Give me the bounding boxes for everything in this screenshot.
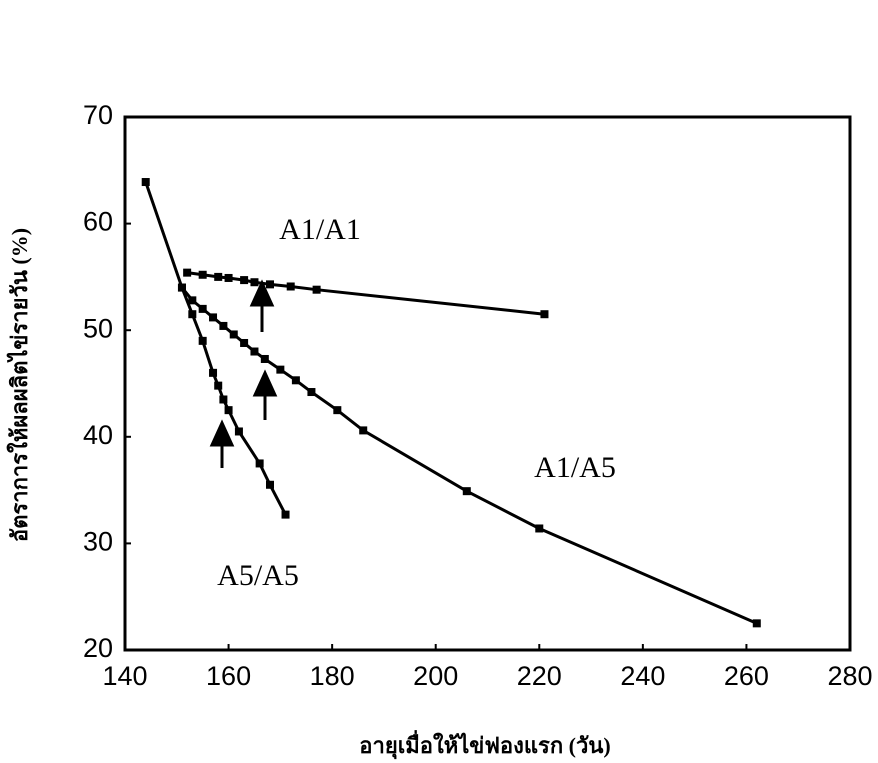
point [240, 276, 249, 285]
point [229, 330, 238, 339]
point [188, 296, 197, 305]
series-label: A1/A5 [534, 451, 616, 484]
x-axis-label: อายุเมื่อให้ไข่ฟองแรก (วัน) [359, 729, 610, 760]
plot-frame [123, 115, 852, 652]
x-tick-label: 260 [724, 661, 769, 691]
point [291, 376, 300, 385]
point [209, 313, 218, 322]
series-line [186, 271, 545, 316]
point [141, 178, 150, 187]
point [177, 283, 186, 292]
x-tick-label: 200 [413, 661, 458, 691]
point [752, 619, 761, 628]
y-tick-label: 20 [83, 633, 113, 663]
point [209, 368, 218, 377]
y-tick-label: 40 [83, 420, 113, 450]
point [214, 272, 223, 281]
point [188, 310, 197, 319]
y-tick-label: 50 [83, 313, 113, 343]
point [255, 459, 264, 468]
point [183, 268, 192, 277]
point [462, 487, 471, 496]
point [198, 270, 207, 279]
point [224, 406, 233, 415]
point [307, 388, 316, 397]
point [359, 426, 368, 435]
point [333, 406, 342, 415]
x-tick-label: 280 [827, 661, 872, 691]
point [260, 354, 269, 363]
point [240, 338, 249, 347]
point [224, 273, 233, 282]
y-tick-label: 60 [83, 207, 113, 237]
point [219, 395, 228, 404]
point [250, 347, 259, 356]
x-tick-label: 240 [620, 661, 665, 691]
y-tick-label: 30 [83, 527, 113, 557]
point [219, 321, 228, 330]
arrows [209, 279, 278, 468]
x-tick-label: 160 [206, 661, 251, 691]
y-axis-label: อัตราการให้ผลผลิตไข่รายวัน (%) [6, 228, 32, 542]
x-tick-label: 140 [102, 661, 147, 691]
point [214, 381, 223, 390]
point [266, 280, 274, 289]
point [276, 365, 285, 374]
point [312, 285, 321, 294]
series-label: A5/A5 [217, 559, 299, 592]
point [535, 524, 544, 533]
point [234, 427, 243, 436]
x-tick-label: 180 [310, 661, 355, 691]
point [198, 304, 207, 313]
x-tick-label: 220 [517, 661, 562, 691]
point [250, 278, 259, 287]
point [198, 336, 207, 345]
point [540, 310, 549, 319]
y-tick-label: 70 [83, 100, 113, 130]
point [281, 510, 290, 519]
point [266, 480, 274, 489]
point [286, 282, 295, 291]
series-line [144, 181, 287, 516]
series-label: A1/A1 [279, 213, 361, 246]
